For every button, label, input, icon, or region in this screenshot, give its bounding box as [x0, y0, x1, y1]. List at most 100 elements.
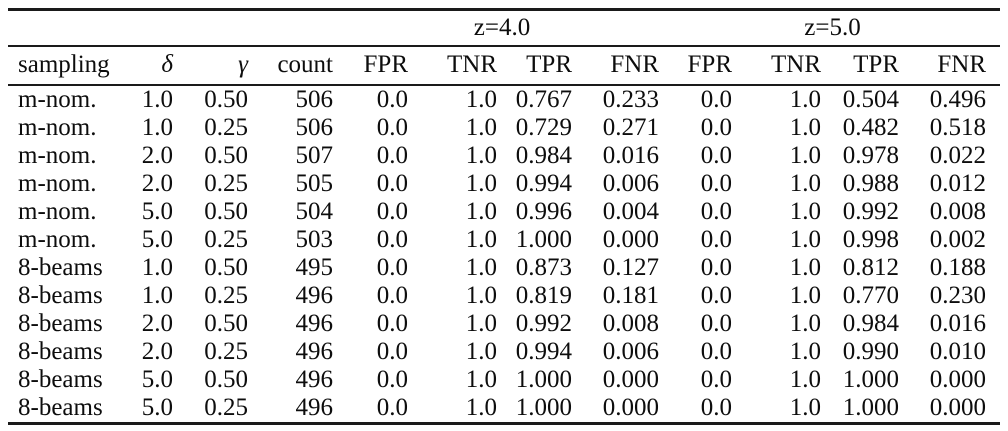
table-cell: 0.50	[204, 85, 248, 113]
table-cell: 507	[295, 141, 334, 169]
table-cell: 1.0	[465, 253, 497, 281]
table-cell: 1.0	[141, 253, 173, 281]
table-cell: 1.0	[141, 281, 173, 309]
table-cell: m-nom.	[18, 85, 97, 113]
table-row: 8-beams 2.0 0.25 496 0.0 1.0 0.994 0.006 0.0 1.0 0…	[8, 338, 1000, 366]
table-cell: 0.496	[929, 85, 987, 113]
table-cell: 0.25	[204, 393, 248, 421]
table-cell: 1.0	[465, 113, 497, 141]
table-cell: 1.0	[465, 169, 497, 197]
column-header-tnr-z5: TNR	[738, 45, 828, 86]
table-cell: 0.0	[376, 113, 408, 141]
table-cell: 0.000	[602, 393, 660, 421]
table-cell: 0.504	[842, 85, 900, 113]
table-cell: 8-beams	[18, 309, 103, 337]
table-cell: m-nom.	[18, 169, 97, 197]
column-group-header: z=5.0	[665, 9, 1001, 47]
table-cell: 0.004	[602, 197, 660, 225]
table-cell: 0.770	[842, 281, 900, 309]
table-cell: 1.0	[465, 85, 497, 113]
table-cell: 1.0	[789, 225, 822, 253]
table-cell: 0.181	[602, 281, 660, 309]
table-cell: 496	[295, 337, 334, 365]
table-row: 8-beams 1.0 0.25 496 0.0 1.0 0.819 0.181 0.0 1.0 0…	[8, 282, 1000, 310]
table-cell: 1.000	[515, 393, 572, 421]
table-cell: 2.0	[141, 337, 173, 365]
table-cell: 0.0	[700, 141, 733, 169]
table-cell: 0.010	[929, 337, 987, 365]
table-cell: 0.0	[376, 337, 408, 365]
table-cell: 0.729	[515, 113, 572, 141]
table-cell: 0.984	[842, 309, 900, 337]
table-cell: 0.0	[700, 337, 733, 365]
table-cell: 0.25	[204, 337, 248, 365]
table-cell: 1.0	[789, 365, 822, 393]
table-cell: 0.978	[842, 141, 900, 169]
table-cell: 1.0	[465, 281, 497, 309]
table-cell: 1.0	[141, 85, 173, 113]
table-cell: 0.0	[700, 225, 733, 253]
table-cell: 0.0	[376, 169, 408, 197]
column-header-delta: δ	[118, 45, 179, 86]
table-cell: 2.0	[141, 169, 173, 197]
column-header-fnr-z4: FNR	[578, 45, 666, 86]
table-cell: 1.0	[789, 337, 822, 365]
table-cell: m-nom.	[18, 141, 97, 169]
table-cell: m-nom.	[18, 225, 97, 253]
table-cell: 0.482	[842, 113, 900, 141]
table-cell: 0.996	[515, 197, 572, 225]
table-cell: 0.50	[204, 309, 248, 337]
table-cell: 0.984	[515, 141, 572, 169]
table-cell: 0.016	[929, 309, 987, 337]
table-cell: 1.0	[789, 253, 822, 281]
table-cell: m-nom.	[18, 197, 97, 225]
table-row: m-nom. 5.0 0.50 504 0.0 1.0 0.996 0.004 0.0 1.0 0.…	[8, 198, 1000, 226]
table-cell: 0.000	[929, 365, 987, 393]
table-cell: 8-beams	[18, 253, 103, 281]
table-cell: 1.0	[465, 225, 497, 253]
table-cell: 5.0	[141, 365, 173, 393]
column-header-gamma: γ	[179, 45, 254, 86]
table-cell: 0.0	[376, 309, 408, 337]
column-group-row: z=4.0 z=5.0	[8, 9, 1001, 47]
table-cell: 1.0	[465, 309, 497, 337]
table-cell: 8-beams	[18, 281, 103, 309]
table-row: m-nom. 1.0 0.25 506 0.0 1.0 0.729 0.271 0.0 1.0 0.…	[8, 114, 1000, 142]
table-cell: 0.0	[700, 197, 733, 225]
table-row: 8-beams 1.0 0.50 495 0.0 1.0 0.873 0.127 0.0 1.0 0…	[8, 254, 1000, 282]
table-cell: 1.0	[465, 393, 497, 421]
column-header-tpr-z5: TPR	[827, 45, 906, 86]
table-cell: 0.50	[204, 197, 248, 225]
table-cell: 506	[295, 85, 334, 113]
table-cell: 5.0	[141, 197, 173, 225]
table-cell: 1.0	[141, 113, 173, 141]
column-header-sampling: sampling	[8, 45, 118, 86]
table-cell: 0.000	[602, 225, 660, 253]
table-cell: 0.988	[842, 169, 900, 197]
table-cell: 1.0	[789, 141, 822, 169]
table-cell: 0.000	[602, 365, 660, 393]
table-cell: 0.998	[842, 225, 900, 253]
table-row: 8-beams 5.0 0.25 496 0.0 1.0 1.000 0.000 0.0 1.0 1…	[8, 394, 1000, 424]
table-cell: 0.271	[602, 113, 660, 141]
table-cell: 1.0	[465, 365, 497, 393]
table-cell: 2.0	[141, 141, 173, 169]
column-header-count: count	[254, 45, 339, 86]
table-cell: 1.0	[789, 113, 822, 141]
table-cell: 0.127	[602, 253, 660, 281]
table-cell: 496	[295, 309, 334, 337]
table-header: z=4.0 z=5.0 sampling δ γ count FPR TNR TPR FNR FP…	[8, 9, 1001, 86]
table-cell: 0.022	[929, 141, 987, 169]
table-cell: 0.0	[376, 281, 408, 309]
table-cell: 0.0	[376, 197, 408, 225]
table-cell: 0.994	[515, 169, 572, 197]
table-cell: 0.0	[376, 365, 408, 393]
table-cell: 504	[295, 197, 334, 225]
table-row: m-nom. 1.0 0.50 506 0.0 1.0 0.767 0.233 0.0 1.0 0.…	[8, 85, 1000, 114]
table-cell: 1.0	[789, 85, 822, 113]
table-cell: 1.0	[789, 197, 822, 225]
results-table: z=4.0 z=5.0 sampling δ γ count FPR TNR TPR FNR FP…	[8, 8, 1001, 425]
table-cell: 0.0	[700, 309, 733, 337]
table-cell: 1.000	[842, 393, 900, 421]
